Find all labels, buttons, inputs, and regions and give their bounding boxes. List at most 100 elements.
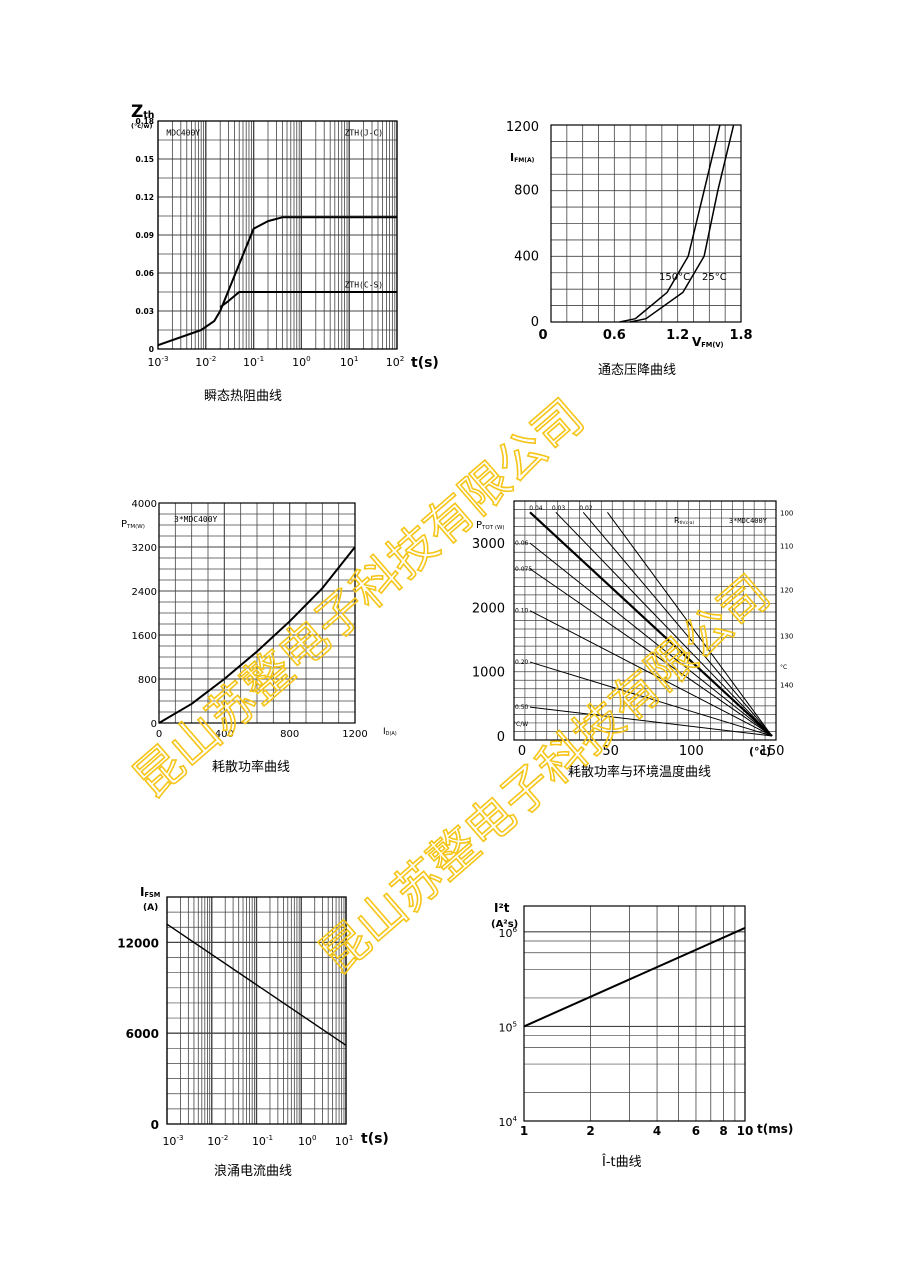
caption-thermal-impedance: 瞬态热阻曲线	[204, 389, 283, 404]
y-tick-label: 0	[151, 1118, 159, 1132]
y-tick-label: 1200	[506, 120, 539, 135]
rth-line	[529, 610, 773, 737]
x-axis-label: (°c)	[749, 745, 771, 758]
y-tick-label: 2000	[472, 601, 505, 616]
x-axis-label: t(s)	[361, 1131, 389, 1147]
y-tick-label: 104	[498, 1114, 517, 1129]
rth-value-label: 0.10	[515, 608, 529, 615]
x-tick-label: 0	[518, 744, 526, 759]
x-tick-label: 100	[679, 744, 704, 759]
x-tick-label: 400	[215, 729, 234, 740]
y-axis-unit: (A²s)	[491, 919, 518, 930]
y-tick-label: 0.15	[135, 155, 154, 164]
y-tick-label: 105	[498, 1019, 517, 1034]
plot-frame	[550, 124, 742, 323]
y-axis-label: PTM(W)	[121, 519, 145, 530]
series-line	[523, 926, 746, 1028]
curve-annotation: ZTH(J-C)	[345, 128, 384, 137]
series-line	[619, 124, 721, 323]
x-tick-label: 0	[156, 729, 162, 740]
caption-surge-current: 浪涌电流曲线	[214, 1164, 293, 1179]
x-tick-label: 8	[719, 1124, 727, 1138]
x-axis-label: t(ms)	[757, 1122, 793, 1136]
curve-annotation: MDC400Y	[166, 128, 200, 137]
rth-line	[529, 706, 773, 737]
y-tick-label: 400	[514, 249, 539, 264]
y-axis-label: IFSM	[140, 885, 160, 899]
x-tick-label: 10-2	[207, 1133, 228, 1148]
series-line	[158, 546, 356, 724]
y-tick-label: 106	[498, 925, 517, 940]
plot-frame	[158, 502, 356, 724]
i2t-chart: 104 105 106 1 2 4 6 8 10 t(ms) I²t (A²s)	[491, 901, 793, 1138]
power-vs-ambient-chart: 0 1000 2000 3000 0 50 100 150(°c) PTOT (W) 100 110…	[472, 500, 793, 759]
y-tick-label: 0	[149, 345, 154, 354]
y-tick-label: 6000	[126, 1027, 159, 1041]
x-tick-label: 10-2	[195, 354, 216, 369]
thermal-impedance-chart: 0 0.03 0.06 0.09 0.12 0.15 0.18 10-3 10-2 10-1 100…	[131, 102, 439, 371]
rth-value-label: 0.20	[515, 659, 529, 666]
x-tick-label: 800	[280, 729, 299, 740]
x-tick-label: 0.6	[603, 328, 626, 343]
y-tick-label: 0.12	[135, 193, 154, 202]
y-tick-label: 12000	[117, 936, 159, 950]
y-tick-label: 3000	[472, 537, 505, 552]
right-tick-label: 120	[780, 586, 793, 594]
plot-frame	[157, 120, 398, 350]
y-axis-label: I²t	[494, 901, 510, 915]
series-label: 25°C	[702, 272, 727, 283]
y-tick-label: 800	[138, 675, 157, 686]
x-tick-label: 1.8	[729, 328, 752, 343]
x-tick-label: 10-3	[162, 1133, 183, 1148]
y-axis-label: Zth	[131, 102, 154, 122]
rth-line	[582, 511, 773, 737]
y-tick-label: 0.09	[135, 231, 154, 240]
rth-value-label: 0.06	[515, 540, 529, 547]
rth-value-label: 0.03	[552, 505, 566, 512]
x-tick-label: 101	[340, 354, 359, 369]
unit-label: °C/W	[513, 721, 528, 728]
x-tick-label: 1200	[342, 729, 367, 740]
x-tick-label: 1.2	[666, 328, 689, 343]
y-axis-unit: (°c/w)	[131, 122, 152, 130]
series-line	[157, 216, 397, 347]
power-dissipation-chart: 0 800 1600 2400 3200 4000 0 400 800 1200 PTM(W) ID(…	[121, 499, 397, 740]
y-tick-label: 1600	[132, 631, 157, 642]
x-tick-label: 6	[692, 1124, 700, 1138]
y-tick-label: 0.18	[135, 117, 154, 126]
rth-line	[529, 542, 773, 737]
y-tick-label: 800	[514, 184, 539, 199]
x-tick-label: 102	[386, 354, 405, 369]
x-tick-label: 10-3	[147, 354, 168, 369]
rth-line	[529, 568, 773, 737]
plot-frame	[523, 905, 746, 1122]
y-tick-label: 0	[531, 315, 539, 330]
curve-annotation: 3*MDC400Y	[174, 515, 218, 524]
x-tick-label: 101	[335, 1133, 354, 1148]
x-tick-label: 0	[538, 328, 547, 343]
caption-forward-voltage: 通态压降曲线	[598, 363, 677, 378]
x-tick-label: 4	[653, 1124, 661, 1138]
rth-label: Rth(c-a)	[674, 516, 694, 526]
x-tick-label: 10	[737, 1124, 754, 1138]
curve-annotation: ZTH(C-S)	[345, 280, 384, 289]
rth-value-label: 0.50	[515, 704, 529, 711]
forward-voltage-chart: 0 400 800 1200 0 0.6 1.2 1.8 IFM(A) VFM(V) 150°C 25…	[506, 120, 753, 349]
y-tick-label: 4000	[132, 499, 157, 510]
right-tick-label: 140	[780, 682, 793, 690]
x-axis-label: ID(A)	[383, 727, 397, 737]
y-tick-label: 3200	[132, 543, 157, 554]
surge-current-chart: 0 6000 12000 10-3 10-2 10-1 100 101 IFSM (A) t(s)	[117, 885, 389, 1148]
right-axis-unit: °C	[780, 664, 787, 671]
y-tick-label: 2400	[132, 587, 157, 598]
y-axis-label: PTOT (W)	[476, 520, 505, 531]
caption-power-vs-ambient: 耗散功率与环境温度曲线	[568, 765, 712, 780]
x-tick-label: 50	[602, 744, 619, 759]
right-tick-label: 130	[780, 633, 793, 641]
rth-value-label: 0.04	[529, 505, 543, 512]
x-tick-label: 10-1	[252, 1133, 273, 1148]
caption-power-dissipation: 耗散功率曲线	[212, 760, 291, 775]
rth-line	[555, 511, 773, 737]
rth-value-label: 0.075	[515, 566, 532, 573]
